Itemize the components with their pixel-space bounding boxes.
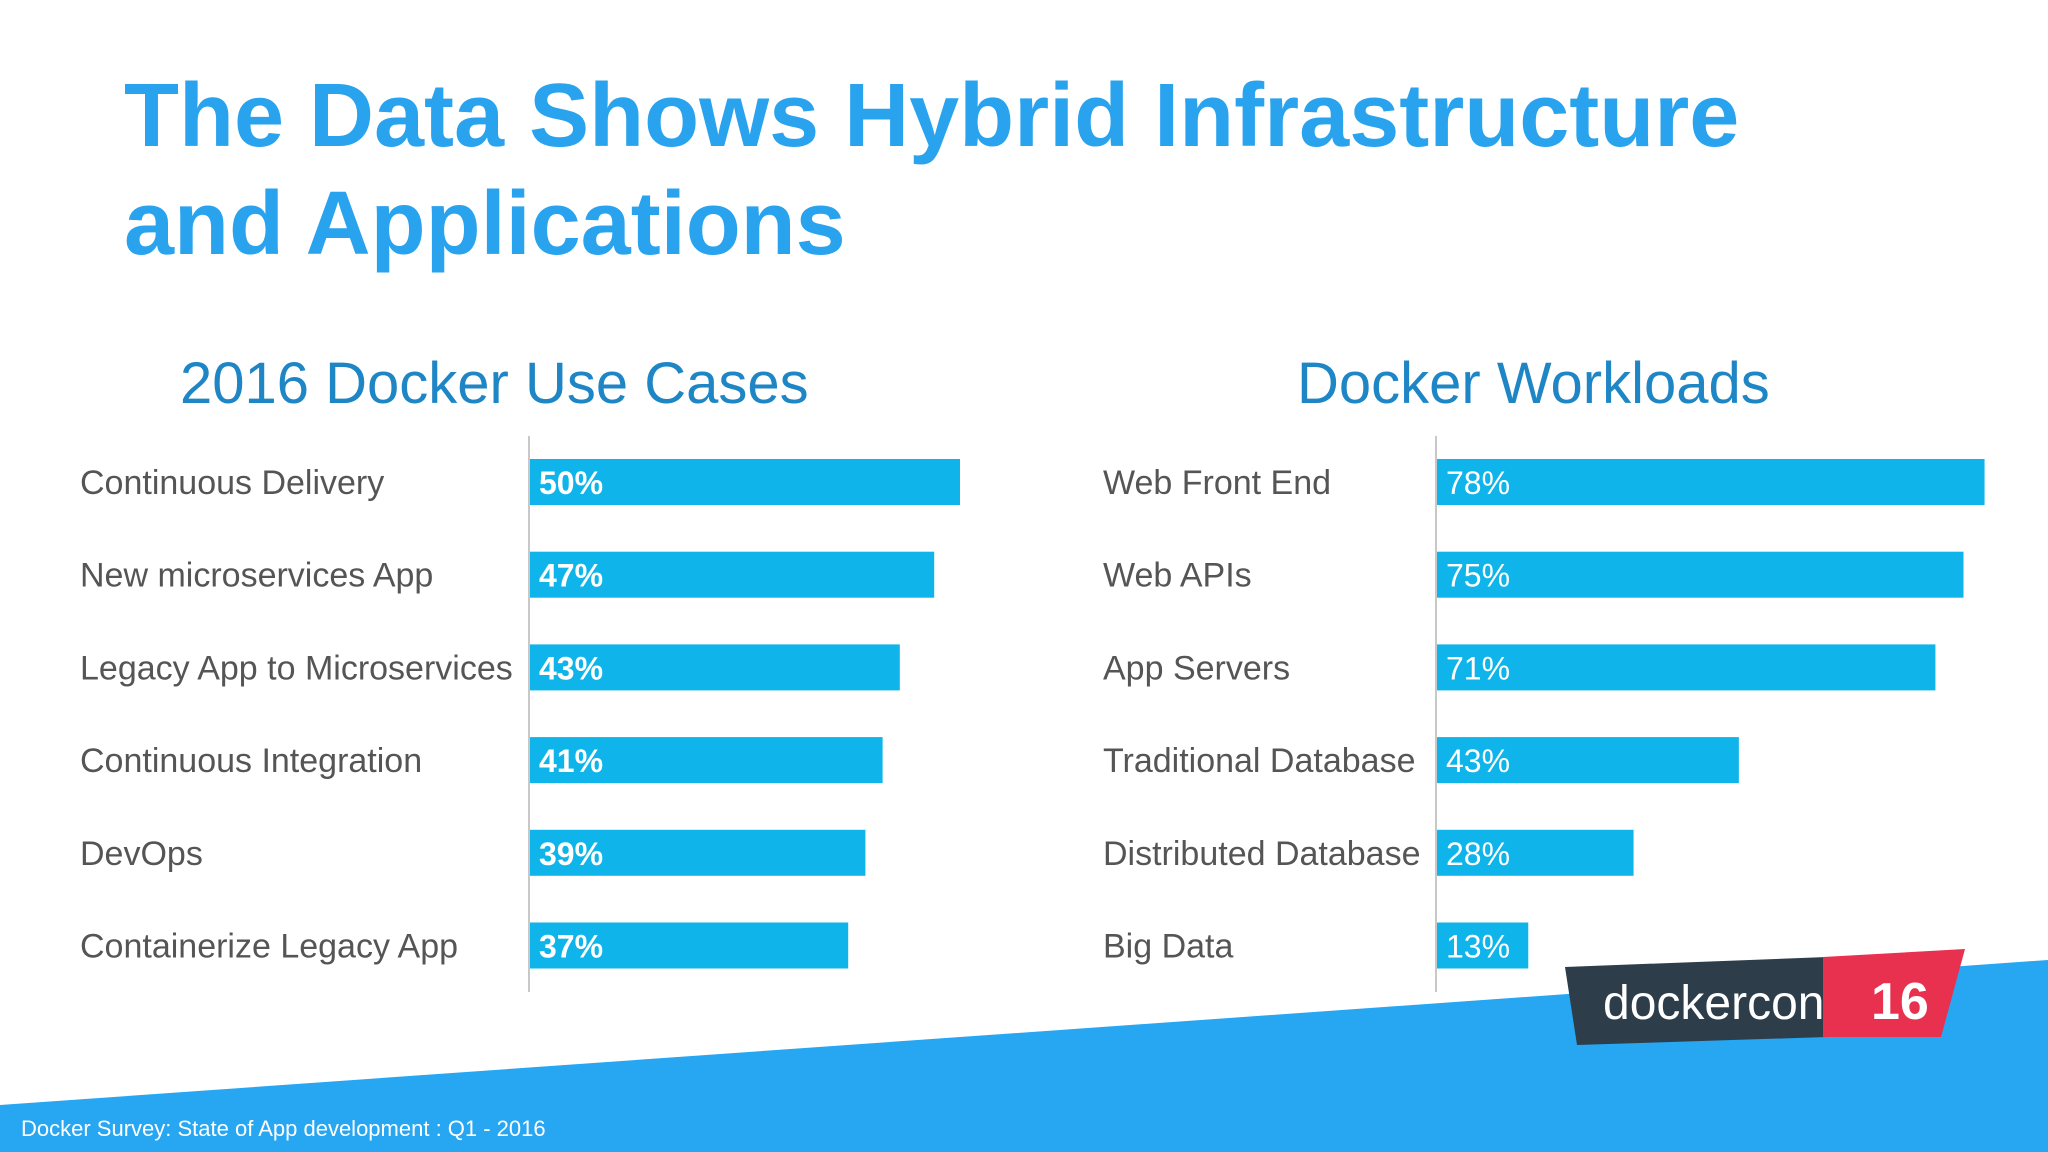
workload-category-label: Traditional Database: [1103, 742, 1415, 780]
use-case-value-label: 37%: [539, 929, 603, 965]
slide-title-line-1: The Data Shows Hybrid Infrastructure: [124, 66, 1740, 166]
workload-category-label: Big Data: [1103, 928, 1233, 966]
workload-category-label: App Servers: [1103, 649, 1290, 687]
workloads-chart-title: Docker Workloads: [1297, 351, 1770, 416]
logo-wordmark: dockercon: [1603, 977, 1824, 1030]
workload-bar: [1437, 459, 1985, 505]
workload-value-label: 71%: [1446, 650, 1510, 686]
logo-red-shape: [1823, 949, 1965, 1037]
use-case-value-label: 41%: [539, 743, 603, 779]
use-case-bar: [530, 737, 883, 784]
use-case-category-label: Legacy App to Microservices: [80, 649, 513, 687]
logo-dark-shape: [1565, 957, 1827, 1045]
workload-value-label: 28%: [1446, 836, 1510, 872]
workloads-chart: Web Front End 78% Web APIs 75% App Servers 71…: [1103, 436, 1985, 992]
workload-bar: [1437, 644, 1936, 691]
use-case-bar: [530, 644, 900, 691]
workload-bar: [1437, 829, 1634, 876]
workload-category-label: Web APIs: [1103, 557, 1252, 595]
use-case-category-label: DevOps: [80, 835, 203, 873]
use-case-value-label: 47%: [539, 558, 603, 594]
workload-bar: [1437, 922, 1529, 969]
workload-value-label: 75%: [1446, 558, 1510, 594]
use-case-category-label: Continuous Delivery: [80, 464, 384, 502]
use-cases-chart: Continuous Delivery 50% New microservices …: [80, 436, 960, 992]
use-case-bar: [530, 459, 960, 505]
use-case-bar: [530, 829, 866, 876]
workload-value-label: 78%: [1446, 465, 1510, 501]
workload-bar: [1437, 551, 1964, 598]
use-case-value-label: 50%: [539, 465, 603, 501]
use-cases-chart-title: 2016 Docker Use Cases: [180, 351, 809, 416]
use-case-value-label: 39%: [539, 836, 603, 872]
use-case-category-label: New microservices App: [80, 557, 433, 595]
survey-footnote: Docker Survey: State of App development …: [21, 1116, 546, 1141]
logo-word-docker: docker: [1603, 977, 1747, 1030]
workload-category-label: Distributed Database: [1103, 835, 1421, 873]
workload-bar: [1437, 737, 1739, 784]
workload-value-label: 43%: [1446, 743, 1510, 779]
footer-band-shape: [0, 960, 2048, 1152]
use-case-bar: [530, 551, 935, 598]
logo-number: 16: [1871, 973, 1929, 1031]
dockercon-logo: dockercon 16: [1565, 949, 1965, 1045]
slide-title: The Data Shows Hybrid Infrastructure and…: [124, 62, 1924, 278]
use-case-bar: [530, 922, 849, 969]
use-case-category-label: Continuous Integration: [80, 742, 422, 780]
use-case-value-label: 43%: [539, 650, 603, 686]
workload-value-label: 13%: [1446, 929, 1510, 965]
logo-word-con: con: [1747, 977, 1824, 1030]
use-case-category-label: Containerize Legacy App: [80, 928, 458, 966]
workload-category-label: Web Front End: [1103, 464, 1331, 502]
slide-title-line-2: and Applications: [124, 174, 846, 274]
